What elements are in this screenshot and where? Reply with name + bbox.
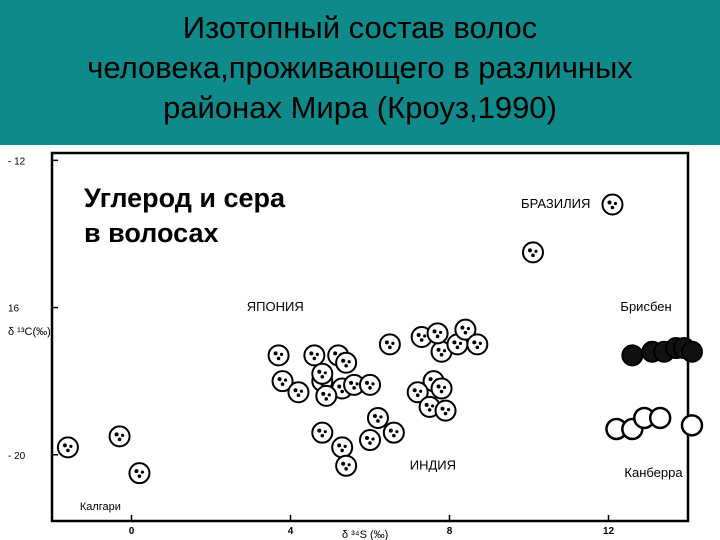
point-0-1 — [521, 241, 544, 264]
chart-ticks: 0 4 8 12 - 12 16 - 20 — [8, 156, 614, 537]
annotation-5: Калгари — [80, 501, 121, 513]
annotation-3: ИНДИЯ — [410, 457, 456, 472]
point-1-15 — [426, 322, 449, 345]
point-2-2 — [335, 454, 358, 477]
y-axis-label: δ ¹³C(‰) — [8, 326, 51, 338]
point-1-0 — [267, 344, 290, 367]
point-1-5 — [287, 381, 310, 404]
annotation-1: ЯПОНИЯ — [247, 299, 304, 314]
point-2-5 — [359, 429, 381, 452]
chart-title-line-1: Углерод и сера — [84, 183, 286, 213]
x-axis-label: δ ³⁴S (‰) — [342, 529, 388, 540]
point-3-0 — [621, 344, 644, 367]
point-1-11 — [311, 362, 334, 385]
y-tick-label-1: 16 — [8, 304, 20, 315]
chart-points — [56, 193, 704, 485]
point-2-3 — [366, 406, 389, 429]
point-5-0 — [56, 436, 79, 459]
slide-title-line-3: районах Мира (Кроуз,1990) — [163, 90, 557, 125]
y-tick-label-0: - 12 — [8, 156, 26, 167]
chart-annotations: БРАЗИЛИЯ ЯПОНИЯ Брисбен ИНДИЯ Канберра Калгар… — [80, 196, 684, 513]
point-0-0 — [601, 193, 624, 216]
point-3-5 — [680, 340, 703, 363]
point-1-9 — [359, 373, 381, 396]
point-1-3 — [335, 351, 358, 374]
slide-title-line-2: человека,проживающего в различных — [87, 50, 633, 85]
annotation-0: БРАЗИЛИЯ — [521, 196, 590, 211]
chart-title-line-2: в волосах — [84, 218, 218, 248]
annotation-2: Брисбен — [620, 299, 671, 314]
point-1-4 — [271, 370, 294, 393]
point-1-18 — [466, 333, 489, 356]
point-1-17 — [454, 318, 477, 341]
title-banner: Изотопный состав волос человека,проживаю… — [0, 0, 720, 145]
x-tick-label-0: 0 — [129, 526, 135, 537]
point-5-2 — [128, 462, 151, 485]
plot-frame — [50, 151, 690, 523]
point-4-3 — [648, 406, 672, 430]
point-1-12 — [378, 333, 401, 356]
point-1-1 — [303, 344, 326, 367]
point-2-1 — [331, 436, 354, 459]
point-1-20 — [406, 381, 429, 404]
point-1-21 — [430, 377, 453, 400]
x-tick-label-2: 8 — [447, 526, 453, 537]
point-1-10 — [315, 384, 338, 407]
y-tick-label-2: - 20 — [8, 451, 26, 462]
point-1-23 — [434, 399, 457, 422]
x-tick-label-3: 12 — [603, 526, 615, 537]
chart-axes — [50, 151, 690, 523]
point-2-4 — [382, 421, 405, 444]
point-4-4 — [680, 414, 704, 437]
annotation-4: Канберра — [624, 465, 683, 480]
point-2-0 — [311, 421, 334, 444]
slide-title-line-1: Изотопный состав волос — [182, 10, 538, 45]
point-5-1 — [108, 425, 131, 448]
x-tick-label-1: 4 — [288, 526, 294, 537]
